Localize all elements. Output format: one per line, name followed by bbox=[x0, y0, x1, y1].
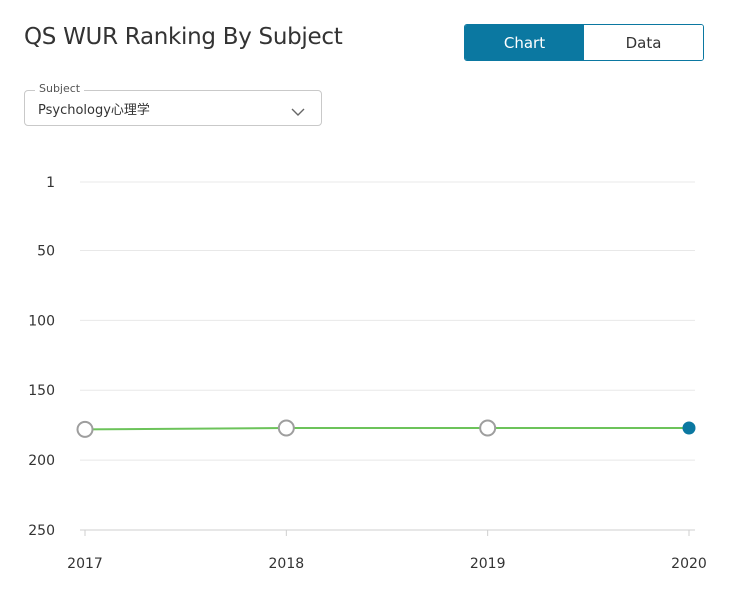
subject-select-label: Subject bbox=[35, 82, 85, 95]
chart-series bbox=[76, 419, 696, 438]
x-axis: 2017 2018 2019 2020 bbox=[67, 530, 707, 572]
y-tick-label: 50 bbox=[37, 243, 55, 259]
data-view-button[interactable]: Data bbox=[584, 25, 703, 60]
subject-select-value: Psychology心理学 bbox=[38, 103, 150, 118]
chart-grid bbox=[80, 181, 695, 531]
y-tick-label: 200 bbox=[28, 453, 55, 469]
chart-view-button[interactable]: Chart bbox=[465, 25, 584, 60]
page-title: QS WUR Ranking By Subject bbox=[24, 24, 343, 50]
data-point[interactable] bbox=[277, 419, 295, 437]
y-tick-label: 150 bbox=[28, 383, 55, 399]
view-toggle: Chart Data bbox=[464, 24, 704, 61]
data-point[interactable] bbox=[479, 419, 497, 437]
y-tick-label: 100 bbox=[28, 313, 55, 329]
x-tick-label: 2020 bbox=[671, 556, 707, 572]
series-line bbox=[84, 426, 689, 431]
subject-select[interactable]: Subject Psychology心理学 bbox=[24, 82, 322, 126]
x-tick-label: 2019 bbox=[470, 556, 506, 572]
y-tick-label: 250 bbox=[28, 523, 55, 539]
x-tick-label: 2018 bbox=[269, 556, 305, 572]
data-point[interactable] bbox=[76, 420, 94, 438]
data-point-highlighted[interactable] bbox=[682, 421, 696, 435]
y-tick-label: 1 bbox=[46, 175, 55, 191]
chevron-down-icon bbox=[291, 102, 305, 121]
x-tick-label: 2017 bbox=[67, 556, 103, 572]
